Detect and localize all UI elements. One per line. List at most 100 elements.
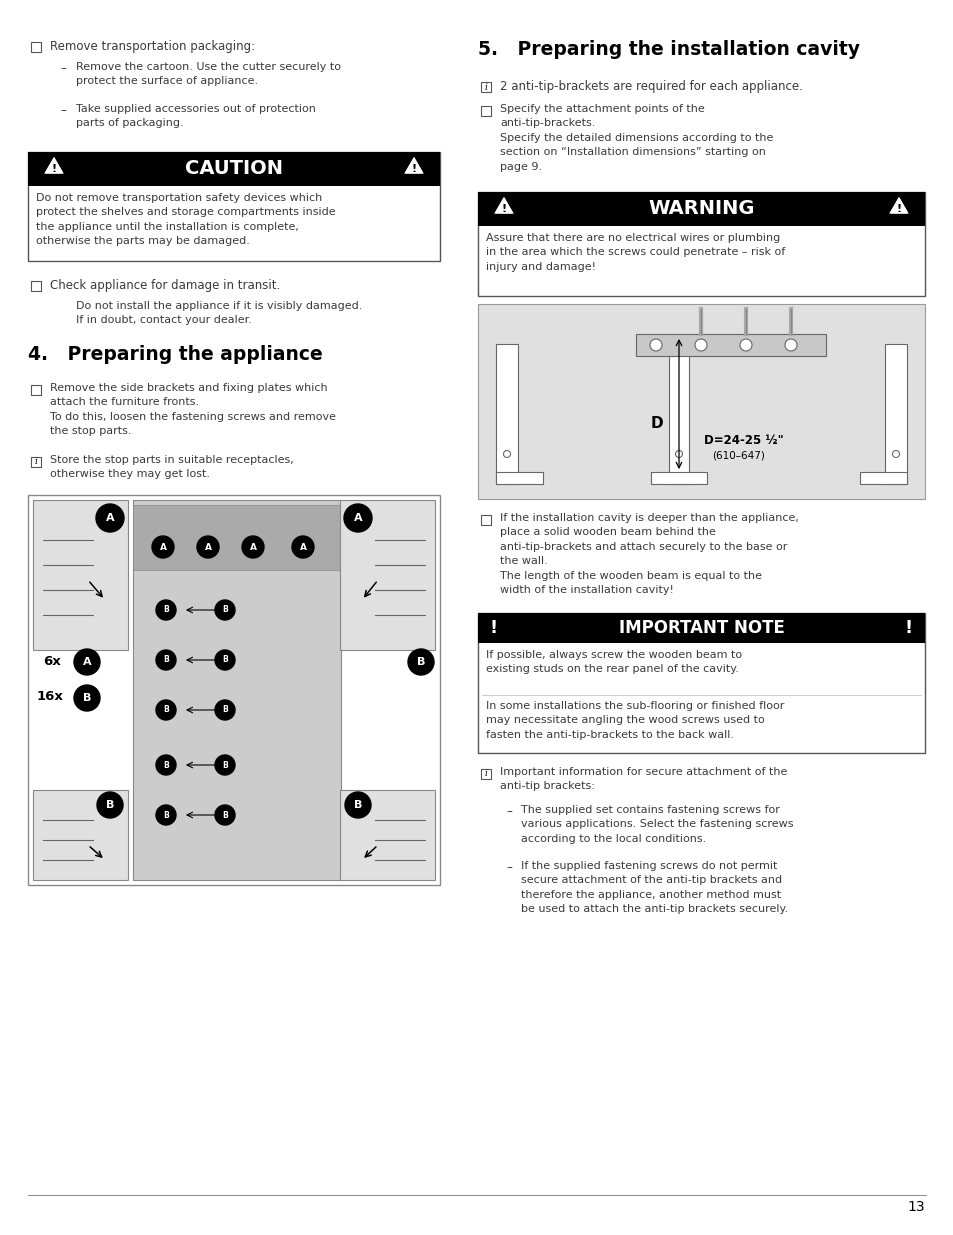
Bar (30, 42, 41, 52)
Bar (28, 495, 439, 885)
Bar (668, 345, 688, 484)
Text: Store the stop parts in suitable receptacles,
otherwise they may get lost.: Store the stop parts in suitable recepta… (50, 454, 294, 479)
Circle shape (675, 451, 681, 457)
Bar (480, 106, 491, 116)
Circle shape (152, 536, 173, 558)
Circle shape (156, 700, 175, 720)
Text: B: B (106, 800, 114, 810)
Circle shape (74, 650, 100, 676)
Bar (636, 333, 825, 356)
Text: –: – (505, 805, 512, 818)
Text: IMPORTANT NOTE: IMPORTANT NOTE (618, 619, 783, 637)
Text: !: ! (51, 164, 56, 174)
Bar (339, 500, 435, 650)
Text: If the supplied fastening screws do not permit
secure attachment of the anti-tip: If the supplied fastening screws do not … (520, 861, 787, 914)
Text: In some installations the sub-flooring or finished floor
may necessitate angling: In some installations the sub-flooring o… (485, 701, 783, 740)
Text: 16x: 16x (37, 690, 64, 703)
Text: B: B (222, 810, 228, 820)
Text: B: B (163, 705, 169, 715)
Circle shape (740, 338, 751, 351)
Bar (477, 613, 924, 753)
Text: A: A (159, 542, 167, 552)
Text: Specify the attachment points of the
anti-tip-brackets.
Specify the detailed dim: Specify the attachment points of the ant… (499, 104, 773, 172)
Text: 13: 13 (906, 1200, 924, 1214)
Text: The supplied set contains fastening screws for
various applications. Select the : The supplied set contains fastening scre… (520, 805, 793, 844)
Text: 6x: 6x (43, 655, 61, 668)
Bar (477, 304, 924, 499)
Circle shape (96, 504, 124, 532)
Bar (477, 191, 924, 226)
Text: If possible, always screw the wooden beam to
existing studs on the rear panel of: If possible, always screw the wooden bea… (485, 650, 741, 674)
Text: i: i (484, 769, 487, 778)
Bar (28, 152, 439, 186)
Text: A: A (299, 542, 306, 552)
Text: B: B (222, 605, 228, 615)
Text: Remove the side brackets and fixing plates which
attach the furniture fronts.
To: Remove the side brackets and fixing plat… (50, 383, 335, 436)
Circle shape (242, 536, 264, 558)
Text: B: B (163, 761, 169, 769)
Text: i: i (484, 83, 487, 91)
Text: B: B (222, 761, 228, 769)
Bar (132, 505, 340, 571)
Polygon shape (406, 159, 421, 173)
Text: B: B (354, 800, 362, 810)
Text: –: – (505, 861, 512, 874)
Circle shape (695, 338, 706, 351)
Bar (477, 613, 924, 643)
Bar (496, 472, 542, 484)
Bar (30, 385, 41, 395)
Text: Take supplied accessories out of protection
parts of packaging.: Take supplied accessories out of protect… (76, 104, 315, 128)
Bar (480, 769, 491, 779)
Text: Assure that there are no electrical wires or plumbing
in the area which the scre: Assure that there are no electrical wire… (485, 233, 784, 272)
Bar (480, 82, 491, 91)
Text: A: A (83, 657, 91, 667)
Bar (33, 790, 128, 881)
Text: Do not install the appliance if it is visibly damaged.
If in doubt, contact your: Do not install the appliance if it is vi… (76, 301, 362, 325)
Bar (480, 515, 491, 525)
Circle shape (214, 600, 234, 620)
Circle shape (214, 700, 234, 720)
Text: (610–647): (610–647) (711, 450, 764, 459)
Text: B: B (163, 810, 169, 820)
Text: A: A (250, 542, 256, 552)
Circle shape (503, 451, 510, 457)
Text: B: B (222, 705, 228, 715)
Text: B: B (163, 656, 169, 664)
Bar (884, 345, 906, 484)
Bar (339, 790, 435, 881)
Text: Check appliance for damage in transit.: Check appliance for damage in transit. (50, 279, 280, 291)
Polygon shape (46, 159, 62, 173)
Circle shape (214, 805, 234, 825)
Text: Important information for secure attachment of the
anti-tip brackets:: Important information for secure attachm… (499, 767, 786, 792)
Text: B: B (222, 656, 228, 664)
Circle shape (156, 805, 175, 825)
Bar (477, 191, 924, 296)
Text: WARNING: WARNING (648, 200, 754, 219)
Text: Do not remove transportation safety devices which
protect the shelves and storag: Do not remove transportation safety devi… (36, 193, 335, 246)
Polygon shape (496, 199, 512, 212)
Text: !: ! (501, 204, 506, 214)
Circle shape (649, 338, 661, 351)
Circle shape (292, 536, 314, 558)
Circle shape (408, 650, 434, 676)
Circle shape (156, 650, 175, 671)
Circle shape (156, 600, 175, 620)
Text: CAUTION: CAUTION (185, 159, 283, 179)
Bar (30, 457, 41, 467)
Text: !: ! (896, 204, 901, 214)
Text: A: A (106, 513, 114, 522)
Text: A: A (204, 542, 212, 552)
Circle shape (196, 536, 219, 558)
Polygon shape (890, 199, 906, 212)
Text: –: – (60, 62, 66, 75)
Text: Remove the cartoon. Use the cutter securely to
protect the surface of appliance.: Remove the cartoon. Use the cutter secur… (76, 62, 340, 86)
Text: B: B (416, 657, 425, 667)
Bar (33, 500, 128, 650)
Circle shape (214, 650, 234, 671)
Text: !: ! (411, 164, 416, 174)
Text: i: i (34, 457, 37, 467)
Circle shape (156, 755, 175, 776)
Circle shape (344, 504, 372, 532)
Circle shape (892, 451, 899, 457)
Text: –: – (60, 104, 66, 117)
